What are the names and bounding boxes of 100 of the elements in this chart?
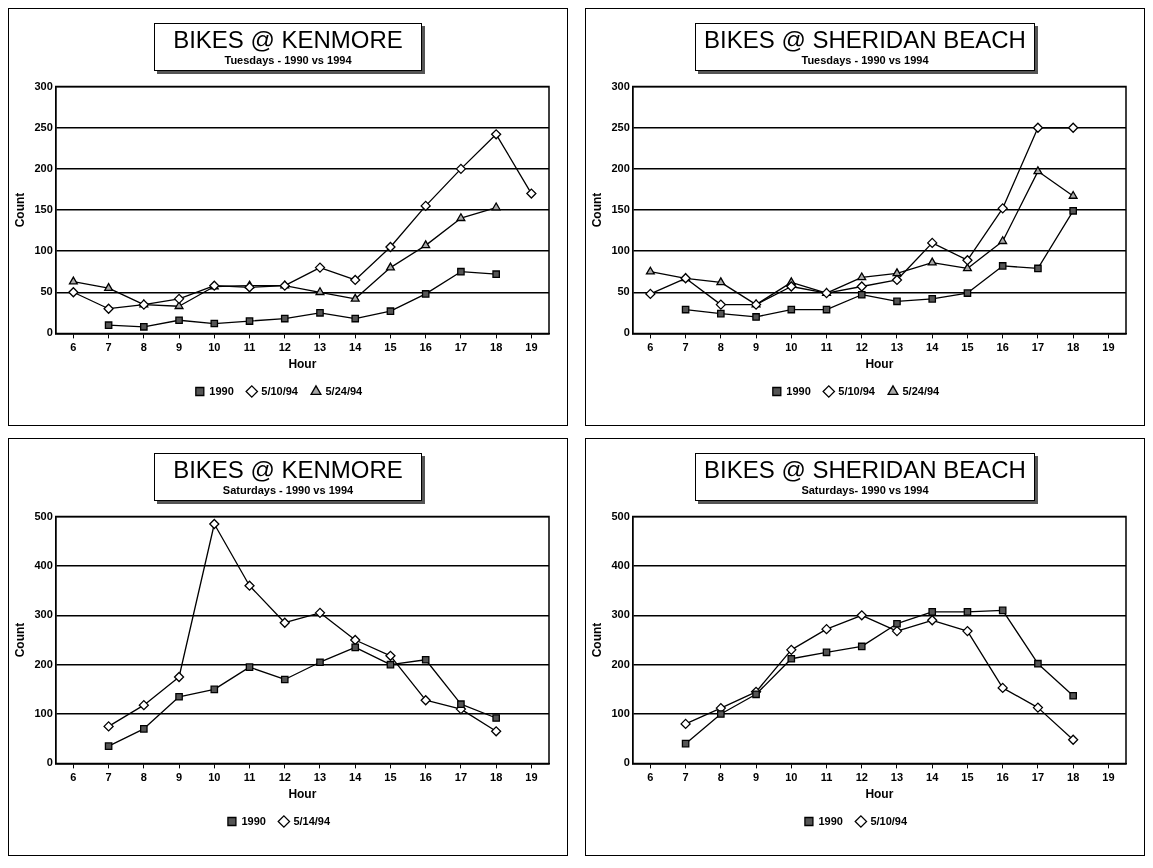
legend-label: 1990 [209, 384, 234, 397]
legend-label: 5/10/94 [870, 814, 908, 827]
y-tick-label: 300 [611, 608, 630, 621]
x-tick-label: 15 [384, 341, 397, 354]
x-tick-label: 13 [313, 771, 327, 784]
x-axis-title: Hour [865, 787, 894, 802]
x-tick-label: 16 [996, 771, 1009, 784]
legend-label: 5/24/94 [325, 384, 364, 397]
x-tick-label: 9 [176, 341, 183, 354]
y-tick-label: 200 [611, 161, 630, 174]
x-tick-label: 11 [243, 771, 256, 784]
chart-title: BIKES @ KENMORE [172, 26, 404, 54]
chart-title: BIKES @ KENMORE [172, 456, 404, 484]
y-tick-label: 400 [34, 558, 53, 571]
x-tick-label: 6 [647, 771, 654, 784]
legend-label: 1990 [241, 814, 266, 827]
x-tick-label: 14 [926, 771, 940, 784]
y-tick-label: 300 [34, 79, 53, 92]
y-axis-title: Count [12, 192, 27, 228]
legend-label: 5/10/94 [261, 384, 299, 397]
x-tick-label: 16 [419, 771, 432, 784]
x-tick-label: 8 [717, 341, 724, 354]
x-tick-label: 6 [70, 341, 77, 354]
legend-label: 5/10/94 [838, 384, 876, 397]
x-tick-label: 9 [753, 341, 760, 354]
y-tick-label: 200 [34, 657, 53, 670]
y-tick-label: 0 [623, 756, 630, 769]
x-tick-label: 8 [717, 771, 724, 784]
x-tick-label: 19 [525, 771, 538, 784]
x-tick-label: 10 [785, 771, 798, 784]
legend-label: 5/14/94 [293, 814, 331, 827]
y-tick-label: 250 [34, 120, 53, 133]
chart-title: BIKES @ SHERIDAN BEACH [704, 456, 1026, 484]
y-tick-label: 300 [611, 79, 630, 92]
chart-subtitle: Saturdays - 1990 vs 1994 [221, 484, 355, 496]
x-tick-label: 12 [855, 341, 868, 354]
x-tick-label: 17 [1031, 341, 1045, 354]
y-tick-label: 100 [611, 707, 630, 720]
legend-label: 1990 [786, 384, 811, 397]
x-tick-label: 14 [349, 341, 363, 354]
x-tick-label: 10 [208, 341, 221, 354]
x-tick-label: 8 [140, 341, 147, 354]
x-tick-label: 16 [996, 341, 1009, 354]
y-axis-title: Count [589, 622, 604, 658]
x-tick-label: 8 [140, 771, 147, 784]
x-tick-label: 7 [682, 341, 689, 354]
x-tick-label: 12 [278, 341, 291, 354]
y-axis-title: Count [589, 192, 604, 228]
y-tick-label: 100 [611, 244, 630, 257]
y-tick-label: 200 [34, 161, 53, 174]
x-axis-title: Hour [865, 357, 894, 372]
x-tick-label: 14 [926, 341, 940, 354]
y-tick-label: 200 [611, 657, 630, 670]
chart-subtitle: Tuesdays - 1990 vs 1994 [223, 54, 353, 66]
x-tick-label: 9 [753, 771, 760, 784]
y-tick-label: 0 [46, 756, 53, 769]
x-tick-label: 18 [490, 341, 503, 354]
x-tick-label: 13 [313, 341, 327, 354]
x-tick-label: 10 [785, 341, 798, 354]
x-tick-label: 15 [961, 771, 974, 784]
x-tick-label: 6 [647, 341, 654, 354]
y-tick-label: 400 [611, 558, 630, 571]
x-tick-label: 17 [1031, 771, 1045, 784]
y-tick-label: 300 [34, 608, 53, 621]
y-tick-label: 0 [46, 326, 53, 339]
chart-title: BIKES @ SHERIDAN BEACH [704, 26, 1026, 54]
x-tick-label: 13 [890, 341, 904, 354]
x-tick-label: 18 [490, 771, 503, 784]
x-tick-label: 19 [525, 341, 538, 354]
x-axis-title: Hour [288, 787, 317, 802]
x-tick-label: 7 [105, 341, 112, 354]
chart-subtitle: Tuesdays - 1990 vs 1994 [800, 54, 930, 66]
x-tick-label: 17 [454, 341, 468, 354]
y-tick-label: 150 [611, 203, 630, 216]
x-tick-label: 16 [419, 341, 432, 354]
y-axis-title: Count [12, 622, 27, 658]
x-tick-label: 19 [1102, 341, 1115, 354]
x-tick-label: 10 [208, 771, 221, 784]
y-tick-label: 500 [34, 509, 53, 522]
x-tick-label: 11 [820, 771, 833, 784]
x-tick-label: 11 [820, 341, 833, 354]
x-tick-label: 19 [1102, 771, 1115, 784]
x-tick-label: 18 [1067, 771, 1080, 784]
x-axis-title: Hour [288, 357, 317, 372]
y-tick-label: 50 [617, 285, 630, 298]
x-tick-label: 14 [349, 771, 363, 784]
chart-subtitle: Saturdays- 1990 vs 1994 [800, 484, 930, 496]
x-tick-label: 18 [1067, 341, 1080, 354]
y-tick-label: 500 [611, 509, 630, 522]
x-tick-label: 7 [105, 771, 112, 784]
x-tick-label: 12 [855, 771, 868, 784]
x-tick-label: 12 [278, 771, 291, 784]
x-tick-label: 7 [682, 771, 689, 784]
x-tick-label: 15 [384, 771, 397, 784]
legend-label: 1990 [818, 814, 843, 827]
x-tick-label: 15 [961, 341, 974, 354]
x-tick-label: 6 [70, 771, 77, 784]
y-tick-label: 100 [34, 244, 53, 257]
y-tick-label: 0 [623, 326, 630, 339]
y-tick-label: 50 [40, 285, 53, 298]
